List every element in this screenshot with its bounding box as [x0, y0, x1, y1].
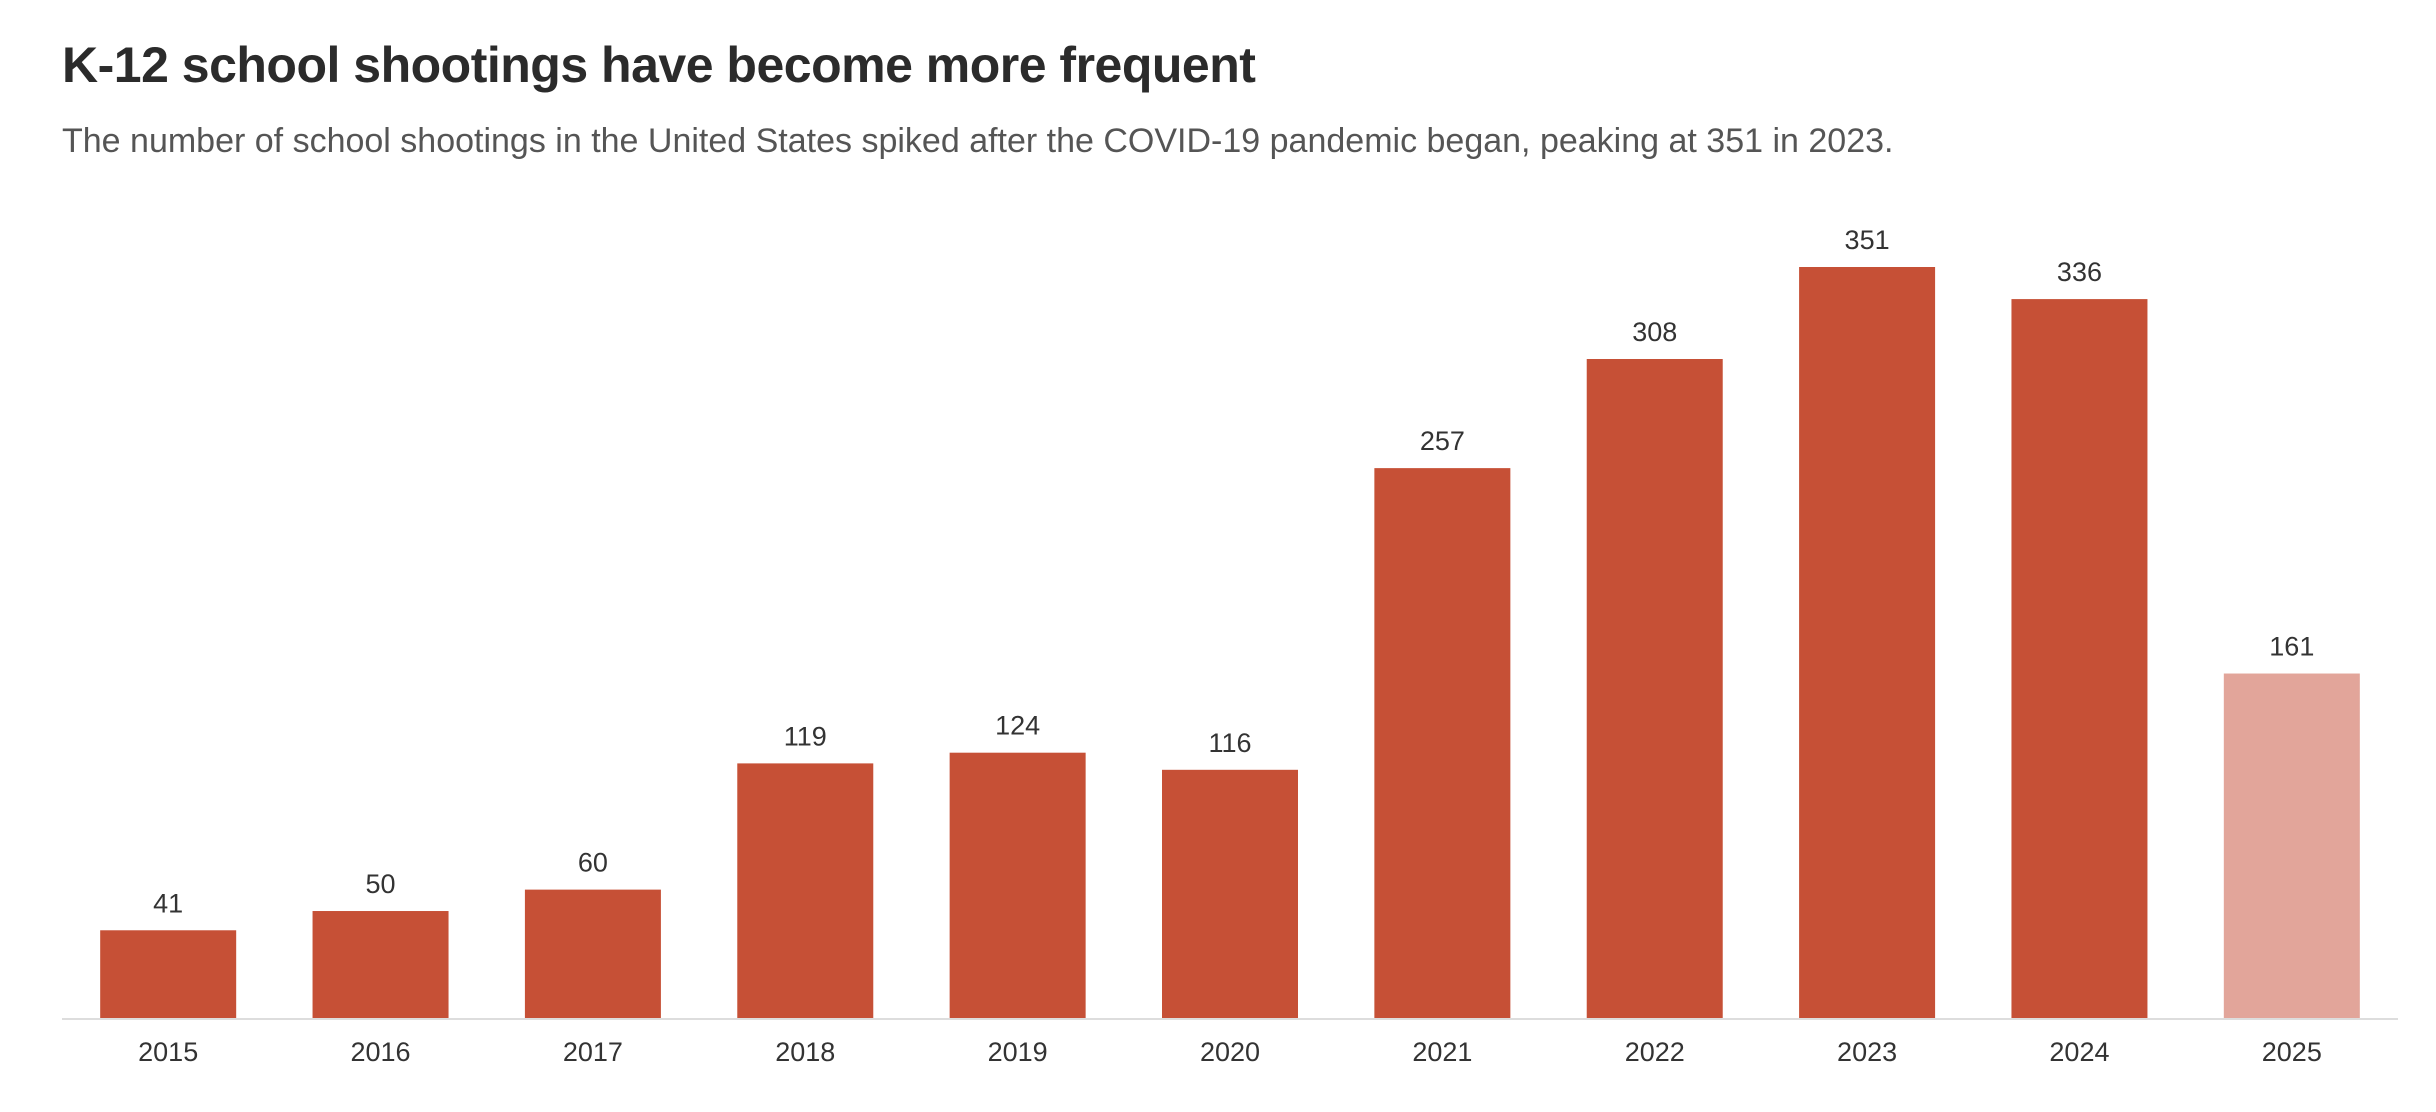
x-tick-labels-group: 2015 2016 2017 2018 2019 2020 2021 2022 2023 2024…: [138, 1037, 2322, 1067]
value-label-2024: 336: [2057, 257, 2102, 287]
value-label-2019: 124: [995, 711, 1040, 741]
bars-group: [100, 267, 2360, 1019]
value-label-2018: 119: [784, 721, 827, 751]
x-tick-label-2025: 2025: [2262, 1037, 2322, 1067]
value-labels-group: 41 50 60 119 124 116 257 308 351 336 161: [153, 225, 2314, 918]
chart-subtitle: The number of school shootings in the Un…: [62, 122, 1894, 160]
bar-2020: [1162, 769, 1298, 1018]
bar-2021: [1374, 468, 1511, 1018]
chart-title: K-12 school shootings have become more f…: [62, 37, 1256, 93]
x-tick-label-2017: 2017: [563, 1037, 623, 1067]
value-label-2021: 257: [1420, 426, 1465, 456]
bar-2019: [949, 752, 1086, 1018]
value-label-2017: 60: [578, 848, 608, 878]
x-tick-label-2019: 2019: [988, 1037, 1048, 1067]
value-label-2023: 351: [1845, 225, 1890, 255]
x-tick-label-2023: 2023: [1837, 1037, 1897, 1067]
x-tick-label-2016: 2016: [351, 1037, 411, 1067]
value-label-2016: 50: [366, 869, 396, 899]
bar-2018: [737, 763, 874, 1018]
x-tick-label-2022: 2022: [1625, 1037, 1685, 1067]
bar-2023: [1799, 267, 1936, 1018]
x-tick-label-2015: 2015: [138, 1037, 198, 1067]
x-tick-label-2024: 2024: [2049, 1037, 2109, 1067]
x-tick-label-2021: 2021: [1412, 1037, 1472, 1067]
value-label-2020: 116: [1208, 728, 1251, 758]
bar-2022: [1586, 359, 1723, 1019]
x-tick-label-2018: 2018: [775, 1037, 835, 1067]
x-tick-label-2020: 2020: [1200, 1037, 1260, 1067]
bar-2024: [2011, 299, 2148, 1019]
value-label-2022: 308: [1632, 317, 1677, 347]
value-label-2025: 161: [2269, 632, 2314, 662]
bar-2017: [524, 889, 661, 1018]
bar-2025: [2223, 673, 2360, 1018]
value-label-2015: 41: [153, 888, 183, 918]
bar-2016: [312, 911, 449, 1018]
bar-2015: [100, 930, 237, 1018]
